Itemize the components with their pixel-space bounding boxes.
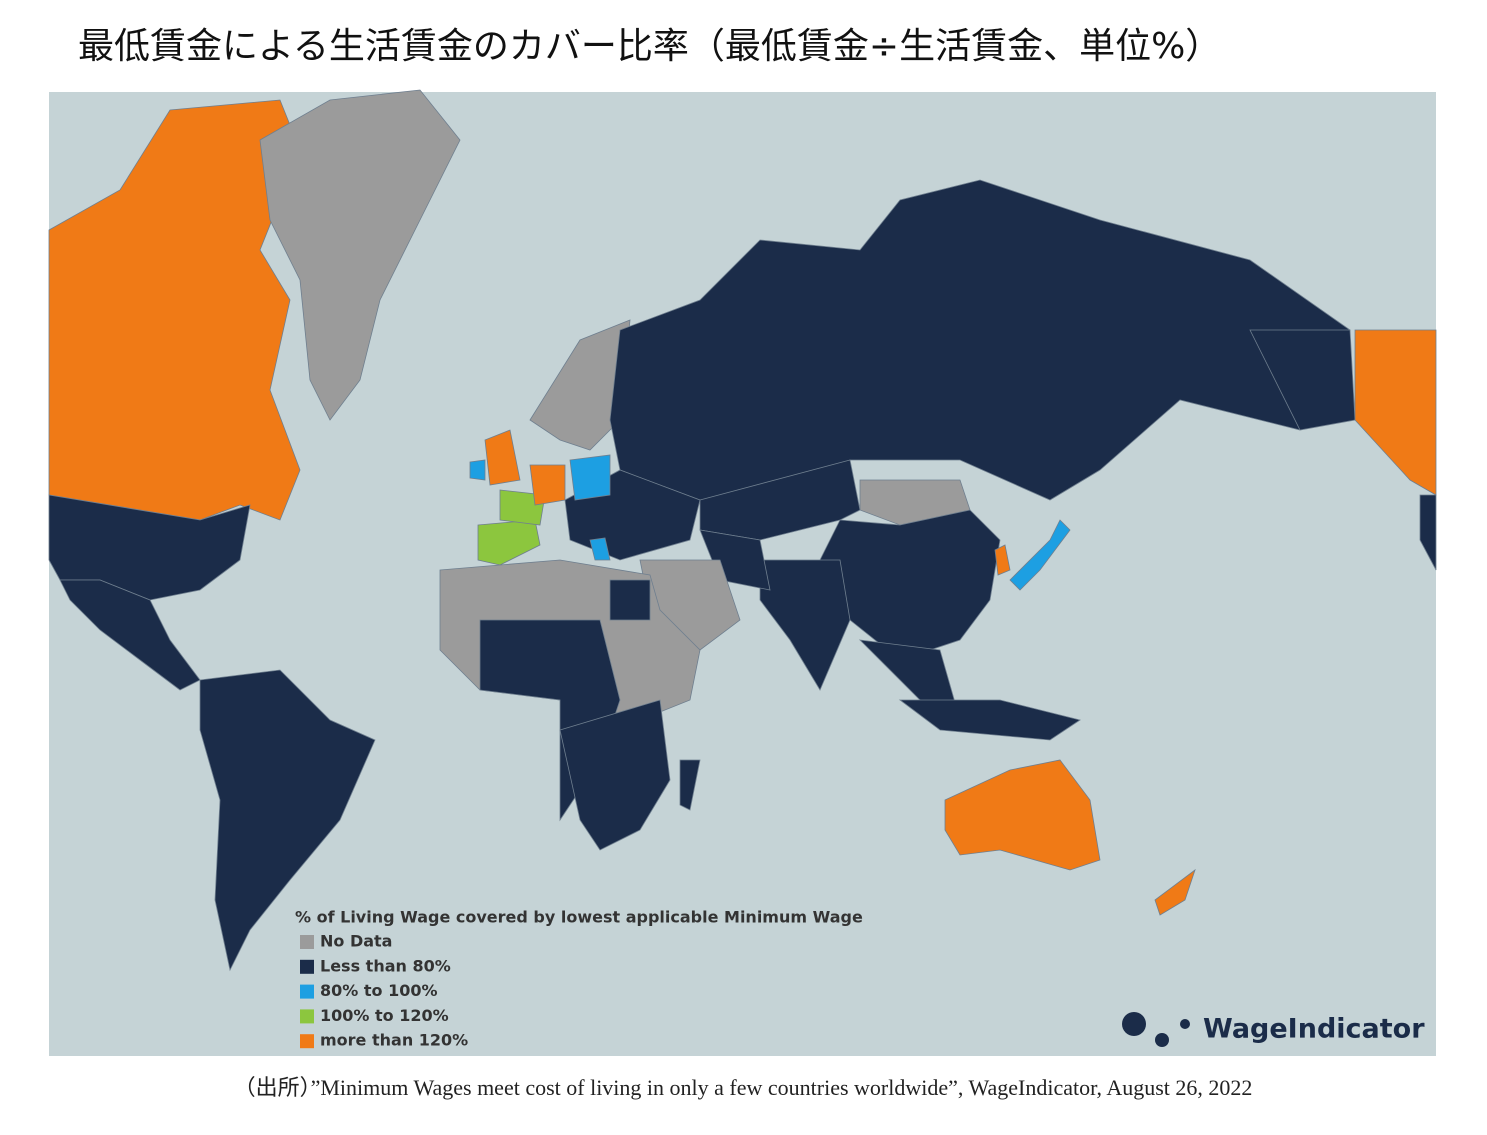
ireland bbox=[469, 459, 486, 481]
logo-dot bbox=[1122, 1012, 1146, 1036]
legend-swatch bbox=[300, 935, 314, 949]
southern-africa bbox=[559, 699, 671, 851]
greenland bbox=[259, 89, 461, 421]
legend-swatch bbox=[300, 1034, 314, 1049]
uk bbox=[484, 429, 521, 486]
legend-label: 80% to 100% bbox=[320, 981, 438, 1000]
alaska bbox=[1354, 329, 1437, 496]
legend-swatch bbox=[300, 959, 314, 974]
usa-east bbox=[1419, 494, 1437, 571]
australia bbox=[944, 759, 1101, 871]
logo-dot bbox=[1180, 1019, 1190, 1029]
source: （出所）”Minimum Wages meet cost of living i… bbox=[234, 1075, 1253, 1100]
germany bbox=[529, 464, 566, 506]
legend-label: No Data bbox=[320, 932, 392, 951]
legend-label: 100% to 120% bbox=[320, 1006, 449, 1025]
logo-dot bbox=[1155, 1033, 1169, 1047]
title: 最低賃金による生活賃金のカバー比率（最低賃金÷生活賃金、単位%） bbox=[78, 26, 1221, 67]
legend: % of Living Wage covered by lowest appli… bbox=[295, 908, 863, 1050]
egypt bbox=[609, 579, 651, 621]
logo-text: WageIndicator bbox=[1203, 1014, 1425, 1045]
new-zealand bbox=[1154, 868, 1196, 916]
japan bbox=[1009, 519, 1071, 591]
legend-swatch bbox=[300, 984, 314, 999]
india bbox=[759, 559, 851, 691]
poland bbox=[569, 454, 611, 501]
legend-title: % of Living Wage covered by lowest appli… bbox=[295, 908, 863, 927]
france bbox=[499, 489, 546, 526]
indonesia bbox=[898, 699, 1081, 741]
south-america bbox=[199, 669, 376, 972]
legend-label: more than 120% bbox=[320, 1031, 468, 1050]
usa bbox=[48, 494, 251, 601]
madagascar bbox=[679, 759, 701, 811]
logo: WageIndicator bbox=[1122, 1012, 1425, 1047]
map bbox=[48, 89, 1437, 972]
greece bbox=[589, 537, 611, 561]
korea bbox=[994, 544, 1011, 576]
legend-label: Less than 80% bbox=[320, 956, 451, 975]
central-america bbox=[59, 579, 201, 691]
legend-swatch bbox=[300, 1009, 314, 1024]
canada bbox=[48, 99, 301, 521]
